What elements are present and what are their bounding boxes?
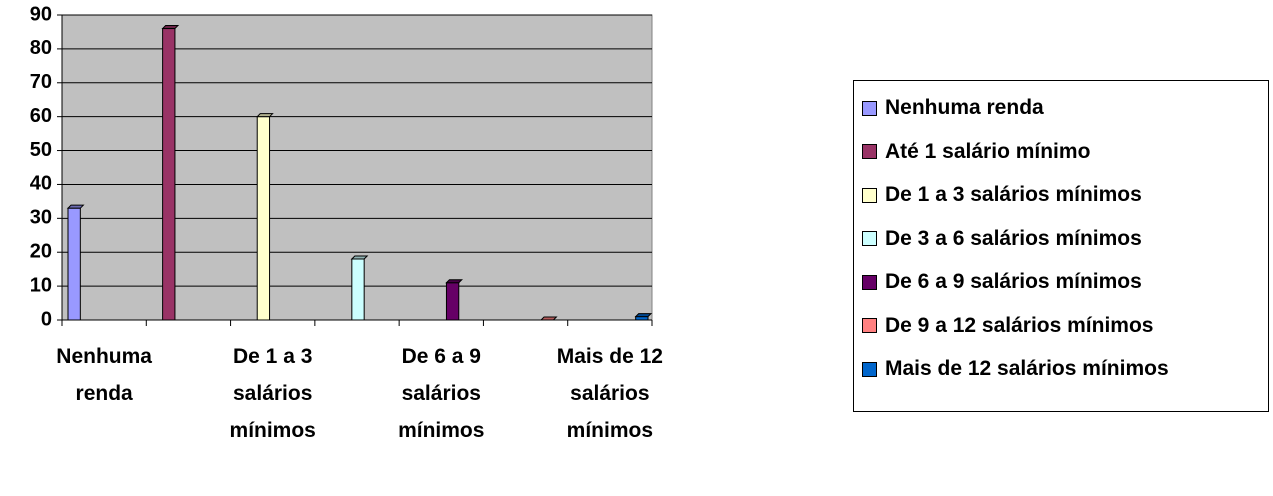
y-tick-label: 60 xyxy=(30,105,52,127)
y-tick-label: 10 xyxy=(30,274,52,296)
bar xyxy=(256,116,271,321)
bar xyxy=(445,282,460,321)
bar-depth xyxy=(161,25,180,30)
y-tick-label: 50 xyxy=(30,139,52,161)
y-tick-label: 80 xyxy=(30,37,52,59)
y-tick-label: 20 xyxy=(30,241,52,263)
bar xyxy=(162,28,176,321)
bar xyxy=(67,207,81,321)
legend-item: De 3 a 6 salários mínimos xyxy=(862,224,1142,254)
legend-item: Mais de 12 salários mínimos xyxy=(862,354,1169,384)
legend-label: Até 1 salário mínimo xyxy=(885,139,1091,163)
legend-swatch xyxy=(862,100,877,116)
legend-item: De 1 a 3 salários mínimos xyxy=(862,180,1142,210)
y-tick-label: 40 xyxy=(30,173,52,195)
legend-item: Até 1 salário mínimo xyxy=(862,137,1090,167)
legend-swatch xyxy=(862,231,877,246)
y-tick-label: 70 xyxy=(30,71,52,93)
bar-depth xyxy=(634,313,653,318)
legend-swatch xyxy=(862,361,877,377)
legend-item: De 9 a 12 salários mínimos xyxy=(862,311,1153,341)
x-tick-label: Nenhuma renda xyxy=(56,345,152,405)
bar-depth xyxy=(539,316,558,321)
legend-label: Nenhuma renda xyxy=(885,96,1044,119)
y-tick-label: 0 xyxy=(41,308,52,330)
bar-depth xyxy=(66,204,85,209)
legend-swatch xyxy=(862,187,877,203)
legend-item: De 6 a 9 salários mínimos xyxy=(862,267,1142,297)
legend-item: Nenhuma renda xyxy=(862,93,1044,123)
y-tick-label: 90 xyxy=(30,3,52,25)
legend-label: Mais de 12 salários mínimos xyxy=(885,357,1169,380)
y-tick-label: 30 xyxy=(30,207,52,229)
legend-swatch xyxy=(862,274,877,290)
legend-label: De 1 a 3 salários mínimos xyxy=(885,183,1142,206)
x-tick-label: De 6 a 9 salários mínimos xyxy=(398,345,485,442)
legend-label: De 9 a 12 salários mínimos xyxy=(885,313,1154,337)
bar-depth xyxy=(350,255,369,260)
bar-depth xyxy=(256,113,274,118)
x-tick-label: Mais de 12 salários mínimos xyxy=(556,345,663,442)
legend-label: De 6 a 9 salários mínimos xyxy=(885,270,1142,293)
legend-swatch xyxy=(862,144,877,159)
legend-swatch xyxy=(862,318,877,333)
bar-depth xyxy=(445,279,463,284)
legend-label: De 3 a 6 salários mínimos xyxy=(885,226,1142,250)
bar xyxy=(635,316,649,321)
x-tick-label: De 1 a 3 salários mínimos xyxy=(229,345,316,442)
chart: 0 10 20 30 40 50 60 70 80 90 xyxy=(30,3,653,330)
bar xyxy=(351,258,365,321)
legend: Nenhuma renda Até 1 salário mínimo De 1 a … xyxy=(853,80,1269,412)
